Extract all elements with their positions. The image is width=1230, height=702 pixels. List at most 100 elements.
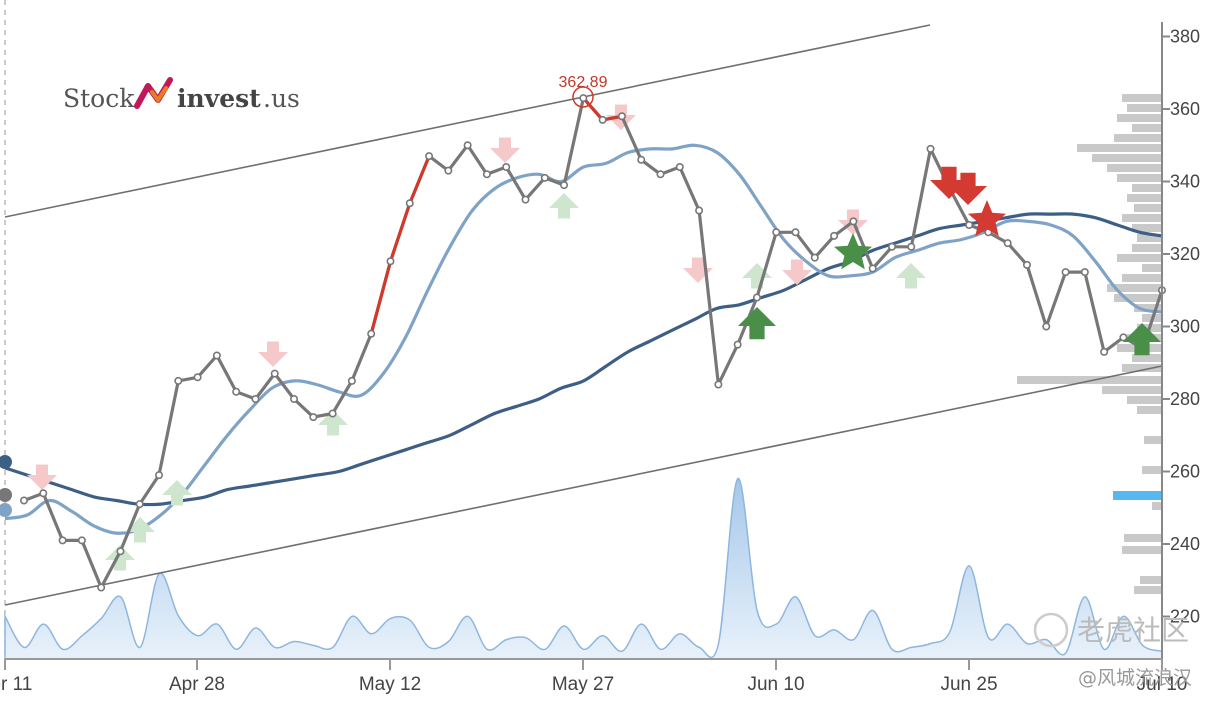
- price-point: [579, 94, 588, 103]
- price-point: [791, 228, 800, 237]
- y-tick-label: 260: [1170, 462, 1200, 482]
- ma-short-line: [4, 143, 1163, 535]
- price-point: [347, 376, 356, 385]
- price-point: [714, 380, 723, 389]
- price-point: [116, 547, 125, 556]
- price-point: [868, 264, 877, 273]
- watermark-line2: @风城流浪汉: [1078, 667, 1192, 689]
- y-tick-label: 360: [1170, 99, 1200, 119]
- price-point: [965, 221, 974, 230]
- volume-profile-bar: [1127, 396, 1162, 404]
- trend-channel-lower: [4, 365, 1163, 606]
- buy-signal-weak-arrow: [742, 263, 772, 289]
- price-edge-marker: [0, 488, 12, 502]
- volume-profile-bar: [1107, 164, 1162, 172]
- x-axis-ticks: Apr 11 Apr 28 May 12 May 27 Jun 10 Jun 25 Jul …: [0, 659, 1187, 695]
- x-tick-label: Jun 10: [747, 674, 804, 695]
- price-point: [675, 163, 684, 172]
- ma-long-edge-marker: [0, 455, 12, 469]
- volume-profile-bar: [1137, 406, 1162, 414]
- volume-profile-bar: [1124, 534, 1162, 542]
- price-point: [135, 500, 144, 509]
- price-point: [193, 373, 202, 382]
- ma-short-edge-marker: [0, 503, 12, 517]
- sell-signal-weak-arrow: [27, 464, 57, 490]
- sell-signal-weak-arrow: [490, 137, 520, 163]
- weak-signals: [27, 104, 926, 571]
- price-point: [367, 329, 376, 338]
- price-point: [521, 195, 530, 204]
- volume-profile-bar: [1122, 214, 1162, 222]
- volume-profile-bar: [1152, 502, 1162, 510]
- price-point: [405, 199, 414, 208]
- sell-signal-weak-arrow: [782, 259, 812, 285]
- strong-signals: [738, 166, 1161, 356]
- sell-signal-weak-arrow: [258, 341, 288, 367]
- price-line: [23, 96, 1164, 590]
- volume-profile: [1017, 94, 1162, 594]
- peak-circle: [572, 86, 594, 108]
- sell-signal-strong-arrow: [930, 166, 968, 199]
- price-point: [695, 206, 704, 215]
- price-point: [617, 112, 626, 121]
- logo-mark-icon: [134, 77, 173, 109]
- logo-text-stock: Stock: [63, 84, 135, 113]
- price-up-segment: [369, 155, 431, 335]
- volume-profile-bar: [1144, 436, 1162, 444]
- watermark-line1: 老虎社区: [1077, 614, 1189, 647]
- volume-profile-bar: [1122, 274, 1162, 282]
- price-point: [637, 155, 646, 164]
- logo-text-invest: invest: [177, 84, 261, 113]
- price-point: [58, 536, 67, 545]
- volume-profile-bar: [1142, 264, 1162, 272]
- price-point: [1061, 268, 1070, 277]
- watermark: 老虎社区 @风城流浪汉: [1033, 612, 1192, 689]
- buy-signal-weak-arrow: [125, 517, 155, 543]
- buy-signal-weak-arrow: [318, 410, 348, 436]
- price-point: [290, 394, 299, 403]
- price-point: [270, 369, 279, 378]
- price-point: [598, 115, 607, 124]
- price-point: [1100, 347, 1109, 356]
- y-tick-label: 380: [1170, 27, 1200, 47]
- price-point: [328, 409, 337, 418]
- volume-profile-bar: [1137, 234, 1162, 242]
- price-point: [97, 583, 106, 592]
- price-point: [386, 257, 395, 266]
- volume-profile-bar: [1142, 466, 1162, 474]
- sell-signal-star-icon: [968, 200, 1006, 237]
- price-point: [733, 340, 742, 349]
- price-point: [1119, 333, 1128, 342]
- volume-profile-bar: [1134, 586, 1162, 594]
- volume-profile-bar: [1117, 174, 1162, 182]
- buy-signal-weak-arrow: [896, 263, 926, 289]
- volume-profile-bar: [1114, 294, 1162, 302]
- volume-profile-bar: [1114, 134, 1162, 142]
- buy-signal-strong-arrow: [738, 307, 776, 340]
- volume-profile-bar: [1117, 254, 1162, 262]
- price-point: [830, 231, 839, 240]
- buy-signal-strong-arrow: [1123, 323, 1161, 356]
- price-point: [772, 228, 781, 237]
- volume-profile-bar: [1132, 224, 1162, 232]
- price-point: [849, 217, 858, 226]
- price-point: [309, 413, 318, 422]
- price-point: [425, 152, 434, 161]
- price-point: [174, 376, 183, 385]
- watermark-logo-icon: [1033, 612, 1069, 648]
- volume-profile-bar: [1132, 184, 1162, 192]
- x-tick-label: Jun 25: [940, 674, 997, 695]
- volume-profile-bar: [1140, 576, 1162, 584]
- volume-profile-bar: [1077, 144, 1162, 152]
- logo-text-us: .us: [263, 84, 300, 113]
- buy-signal-weak-arrow: [105, 545, 135, 571]
- sell-signal-strong-arrow: [949, 172, 987, 205]
- y-tick-label: 340: [1170, 172, 1200, 192]
- price-point: [155, 471, 164, 480]
- x-tick-label: Apr 28: [169, 674, 225, 695]
- volume-profile-bar: [1132, 244, 1162, 252]
- volume-profile-bar: [1092, 154, 1162, 162]
- price-point: [19, 496, 28, 505]
- volume-profile-bar: [1117, 114, 1162, 122]
- stockinvest-logo: Stock invest .us: [63, 77, 300, 113]
